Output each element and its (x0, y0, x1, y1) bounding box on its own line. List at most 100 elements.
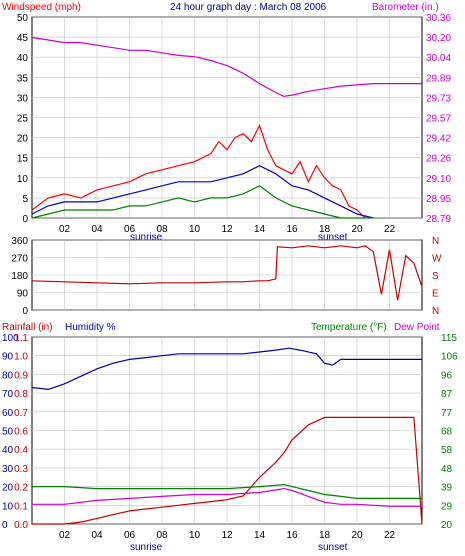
humidity-ytick-label: 50 (2, 427, 14, 438)
humidity-ytick-label: 100 (2, 333, 19, 344)
temperature-ytick-label: 20 (441, 520, 453, 531)
wind-xtick-label: 18 (319, 224, 331, 235)
sunrise-label-1: sunrise (130, 232, 163, 243)
barometer-ytick-label: 30.20 (426, 33, 451, 44)
wind-ytick-label: 35 (17, 73, 29, 84)
rain-ytick-label: 0.6 (14, 427, 28, 438)
wind-ytick-label: 40 (17, 53, 29, 64)
direction-ytick-label: 90 (17, 289, 29, 300)
humidity-ytick-label: 30 (2, 464, 14, 475)
wind-ytick-label: 50 (17, 13, 29, 24)
windspeed-axis-label: Windspeed (mph) (2, 2, 81, 13)
wind-ytick-label: 15 (17, 154, 29, 165)
humidity-xtick-label: 18 (319, 530, 331, 541)
temperature-ytick-label: 48 (441, 464, 453, 475)
rain-ytick-label: 0.2 (14, 483, 28, 494)
humidity-xtick-label: 12 (221, 530, 233, 541)
barometer-ytick-label: 30.36 (426, 13, 451, 24)
compass-label: E (432, 289, 439, 300)
temperature-ytick-label: 77 (441, 408, 453, 419)
temperature-ytick-label: 115 (441, 333, 457, 344)
barometer-ytick-label: 28.95 (426, 194, 451, 205)
humidity-ytick-label: 20 (2, 483, 14, 494)
barometer-axis-label: Barometer (in.) (372, 2, 439, 13)
rain-ytick-label: 1.1 (14, 333, 28, 344)
barometer-ytick-label: 28.79 (426, 214, 451, 225)
compass-label: W (432, 254, 442, 265)
direction-ytick-label: 0 (22, 306, 28, 317)
wind-xtick-label: 10 (189, 224, 201, 235)
humidity-xtick-label: 02 (59, 530, 71, 541)
barometer-ytick-label: 29.10 (426, 174, 451, 185)
sunset-label-1: sunset (318, 232, 348, 243)
rain-line (32, 416, 423, 525)
sunrise-label-3: sunrise (130, 542, 163, 553)
compass-label: S (432, 271, 439, 282)
wind-ytick-label: 0 (22, 214, 28, 225)
direction-ytick-label: 180 (11, 271, 28, 282)
temperature-ytick-label: 96 (441, 370, 453, 381)
temperature-ytick-label: 58 (441, 445, 453, 456)
wind-ytick-label: 20 (17, 134, 29, 145)
temperature-ytick-label: 87 (441, 389, 453, 400)
humidity-xtick-label: 04 (91, 530, 103, 541)
barometer-ytick-label: 30.04 (426, 53, 451, 64)
humidity-xtick-label: 14 (254, 530, 266, 541)
chart-title: 24 hour graph day : March 08 2006 (170, 2, 327, 13)
wind-ytick-label: 10 (17, 174, 29, 185)
humidity-ytick-label: 0 (2, 520, 8, 531)
humidity-ytick-label: 70 (2, 389, 14, 400)
humidity-xtick-label: 22 (384, 530, 396, 541)
rain-ytick-label: 0.1 (14, 501, 28, 512)
wind-xtick-label: 22 (384, 224, 396, 235)
humidity-xtick-label: 08 (156, 530, 168, 541)
barometer-ytick-label: 29.57 (426, 114, 451, 125)
direction-ytick-label: 270 (11, 254, 28, 265)
rain-ytick-label: 0.3 (14, 464, 28, 475)
temperature-ytick-label: 39 (441, 483, 453, 494)
rain-ytick-label: 0.8 (14, 389, 28, 400)
humidity-axis-label: Humidity % (65, 322, 116, 333)
barometer-ytick-label: 29.26 (426, 154, 451, 165)
wind-xtick-label: 06 (124, 224, 136, 235)
wind-xtick-label: 16 (286, 224, 298, 235)
humidity-ytick-label: 60 (2, 408, 14, 419)
humidity-ytick-label: 40 (2, 445, 14, 456)
compass-label: N (432, 306, 439, 317)
barometer-ytick-label: 29.73 (426, 93, 451, 104)
rain-ytick-label: 1.0 (14, 352, 28, 363)
wind-ytick-label: 45 (17, 33, 29, 44)
barometer-line (31, 36, 422, 98)
dew_point-line (32, 487, 422, 507)
barometer-ytick-label: 29.89 (426, 73, 451, 84)
rain-ytick-label: 0.9 (14, 370, 28, 381)
sunset-label-3: sunset (318, 542, 348, 553)
dewpoint-axis-label: Dew Point (394, 322, 440, 333)
humidity-ytick-label: 90 (2, 352, 14, 363)
humidity-ytick-label: 80 (2, 370, 14, 381)
temperature-axis-label: Temperature (°F) (311, 322, 387, 333)
rain-ytick-label: 0.4 (14, 445, 28, 456)
wind-xtick-label: 20 (351, 224, 363, 235)
wind-ytick-label: 30 (17, 93, 29, 104)
gust-line (31, 123, 366, 219)
direction-line (31, 245, 423, 301)
compass-label: N (432, 236, 439, 247)
wind-ytick-label: 25 (17, 114, 29, 125)
wind-xtick-label: 12 (221, 224, 233, 235)
humidity-ytick-label: 10 (2, 501, 14, 512)
wind_low-line (31, 185, 374, 219)
humidity-xtick-label: 20 (351, 530, 363, 541)
rainfall-axis-label: Rainfall (in) (2, 322, 53, 333)
humidity-xtick-label: 06 (124, 530, 136, 541)
rain-ytick-label: 0.0 (14, 520, 28, 531)
wind_avg-line (31, 165, 374, 219)
temperature-ytick-label: 29 (441, 501, 453, 512)
humidity-xtick-label: 10 (189, 530, 201, 541)
humidity-xtick-label: 16 (286, 530, 298, 541)
wind-ytick-label: 5 (22, 194, 28, 205)
wind-xtick-label: 02 (59, 224, 71, 235)
temperature-line (32, 483, 422, 499)
